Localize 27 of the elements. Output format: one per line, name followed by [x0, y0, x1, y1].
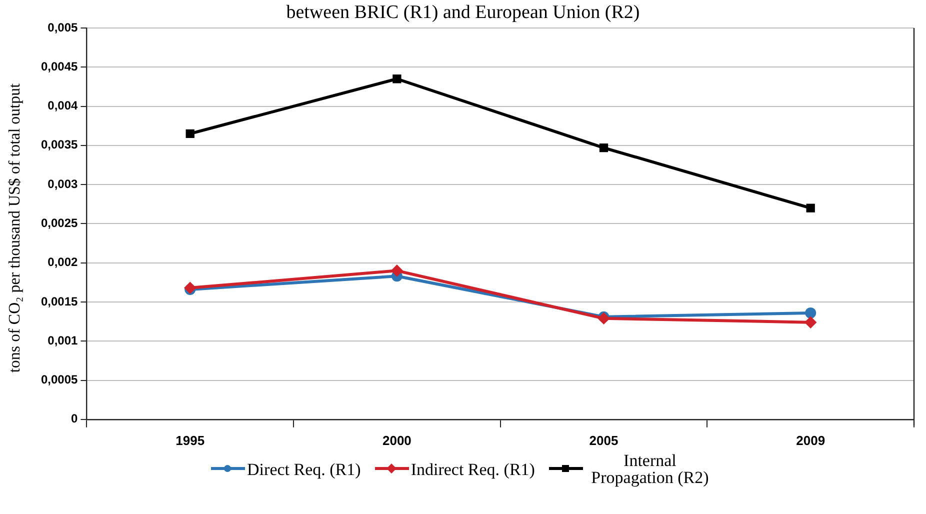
point: [392, 74, 402, 84]
point: [599, 143, 608, 152]
x-tick-label: 2005: [589, 432, 618, 448]
x-tick-label: 1995: [176, 432, 205, 448]
x-tick-label: 2000: [382, 432, 412, 448]
y-tick-label: 0,002: [48, 255, 78, 270]
x-tick-label: 2009: [796, 432, 826, 448]
y-tick-label: 0,005: [48, 20, 78, 34]
y-tick-label: 0,0035: [41, 138, 78, 152]
point: [391, 265, 402, 276]
chart-title: between BRIC (R1) and European Union (R2): [286, 2, 640, 23]
point: [805, 316, 816, 328]
y-tick-label: 0,0045: [41, 59, 78, 74]
legend-label: Internal Propagation (R2): [590, 451, 710, 487]
y-tick-label: 0,0015: [41, 294, 78, 308]
y-tick-label: 0,001: [48, 333, 78, 348]
y-tick-label: 0: [71, 412, 78, 426]
legend-label: Direct Req. (R1): [247, 460, 361, 478]
y-axis-title: tons of CO₂ per thousand US$ of total output: [7, 82, 25, 372]
y-tick-label: 0,0025: [41, 216, 78, 230]
point: [806, 204, 815, 212]
legend-label: Indirect Req. (R1): [410, 460, 535, 478]
y-tick-label: 0,003: [48, 176, 78, 191]
y-tick-label: 0,004: [48, 98, 78, 113]
point: [805, 307, 816, 318]
y-tick-label: 0,0005: [41, 372, 78, 387]
point: [186, 129, 194, 138]
